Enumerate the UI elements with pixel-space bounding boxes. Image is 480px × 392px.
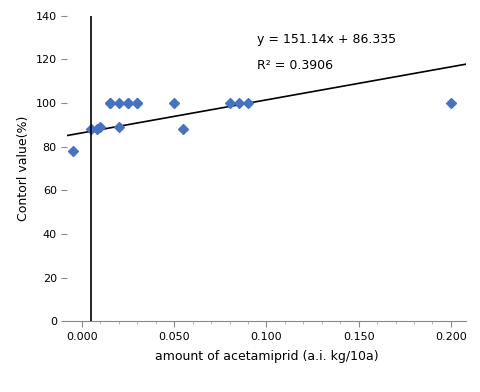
- Point: [69, 148, 77, 154]
- Point: [133, 100, 141, 106]
- Point: [235, 100, 242, 106]
- Point: [180, 126, 187, 132]
- Point: [106, 100, 113, 106]
- Point: [124, 100, 132, 106]
- Point: [226, 100, 233, 106]
- Point: [87, 126, 95, 132]
- Point: [447, 100, 455, 106]
- Point: [96, 124, 104, 130]
- X-axis label: amount of acetamiprid (a.i. kg/10a): amount of acetamiprid (a.i. kg/10a): [155, 350, 378, 363]
- Point: [93, 126, 100, 132]
- Point: [133, 100, 141, 106]
- Text: R² = 0.3906: R² = 0.3906: [257, 59, 333, 73]
- Text: y = 151.14x + 86.335: y = 151.14x + 86.335: [257, 33, 396, 46]
- Y-axis label: Contorl value(%): Contorl value(%): [17, 116, 30, 221]
- Point: [106, 100, 113, 106]
- Point: [244, 100, 252, 106]
- Point: [170, 100, 178, 106]
- Point: [124, 100, 132, 106]
- Point: [115, 124, 123, 130]
- Point: [115, 100, 123, 106]
